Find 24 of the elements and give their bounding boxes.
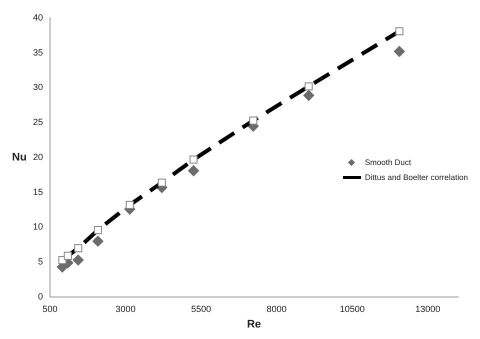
x-axis-title: Re [246, 318, 262, 330]
y-tick-label: 10 [32, 222, 44, 232]
y-tick-label: 20 [32, 152, 44, 162]
x-tick-label: 8000 [266, 304, 287, 314]
y-tick-label: 30 [32, 82, 44, 92]
y-tick-label: 0 [38, 291, 44, 302]
point [303, 90, 314, 101]
point [92, 236, 104, 247]
y-tick-label: 40 [32, 12, 44, 22]
legend-label: Dittus and Boelter correlation [364, 173, 468, 182]
x-tick-label: 13000 [415, 304, 440, 314]
legend-label: Smooth Duct [364, 158, 412, 167]
x-tick-label: 5500 [191, 304, 212, 314]
y-tick-label: 35 [32, 47, 44, 58]
x-tick-label: 3000 [116, 304, 136, 314]
y-tick-label: 5 [38, 256, 44, 267]
point [72, 254, 84, 266]
y-tick-label: 15 [32, 186, 44, 197]
x-tick-label: 10500 [340, 304, 365, 314]
x-tick-label: 500 [42, 304, 58, 314]
point [394, 46, 405, 57]
y-axis-title: Nu [12, 152, 27, 164]
point [188, 165, 200, 176]
y-tick-label: 25 [32, 117, 44, 128]
